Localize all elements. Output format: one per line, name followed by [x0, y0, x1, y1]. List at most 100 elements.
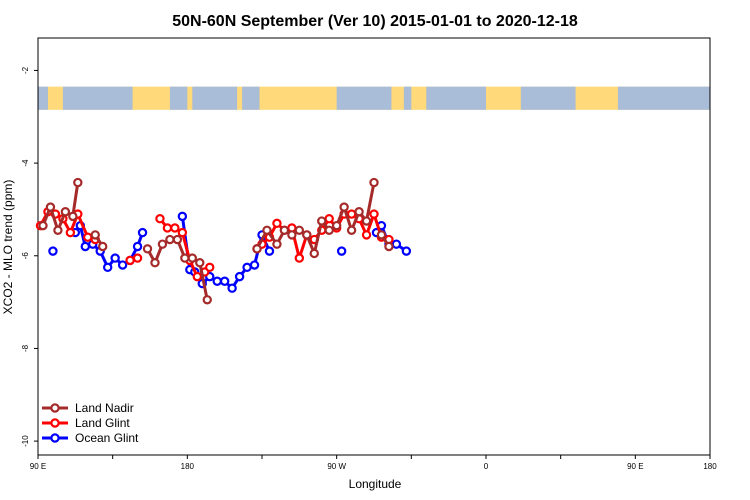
map-band-land [169, 86, 188, 110]
map-band-land [403, 86, 412, 110]
data-point [384, 241, 394, 252]
data-point [162, 223, 173, 233]
data-point [391, 239, 402, 249]
data-point [227, 283, 237, 293]
x-tick-label: 90 E [627, 462, 643, 471]
data-point [212, 276, 222, 286]
data-point [264, 246, 275, 256]
data-point [272, 239, 282, 249]
data-point [376, 230, 387, 240]
data-point [354, 207, 364, 217]
data-point [60, 207, 71, 217]
data-point [242, 262, 252, 273]
data-point [180, 253, 190, 263]
legend-label: Land Glint [75, 416, 130, 430]
data-point [324, 225, 334, 235]
data-point [324, 213, 334, 224]
x-tick-label: 90 W [327, 462, 346, 471]
data-point [309, 248, 319, 259]
data-point [38, 220, 48, 231]
data-point [361, 216, 372, 226]
data-point [219, 276, 230, 286]
legend-marker [50, 418, 60, 428]
data-point [262, 225, 272, 235]
map-band-land [62, 86, 133, 110]
data-point [165, 234, 175, 245]
map-band-land [38, 86, 48, 110]
x-tick-label: 180 [703, 462, 717, 471]
legend-marker [50, 403, 60, 413]
map-band-land [617, 86, 710, 110]
data-point [272, 218, 282, 229]
data-point [102, 262, 113, 273]
y-axis-label: XCO2 - MLO trend (ppm) [1, 180, 15, 315]
data-point [48, 246, 58, 256]
x-axis: 90 E 180 90 W 0 90 E 180 [30, 455, 717, 471]
map-band-land [520, 86, 576, 110]
legend-marker [50, 433, 60, 443]
y-tick-label: -6 [21, 252, 30, 260]
data-point [195, 258, 205, 268]
data-point [187, 253, 198, 263]
x-tick-label: 180 [181, 462, 195, 471]
data-point [157, 239, 168, 249]
data-point [172, 234, 183, 245]
data-point [117, 260, 128, 270]
data-point [177, 211, 188, 222]
data-point [302, 230, 312, 240]
data-point [369, 209, 379, 219]
chart-title: 50N-60N September (Ver 10) 2015-01-01 to… [172, 13, 578, 30]
map-band-land [336, 86, 392, 110]
series-layer [35, 177, 412, 305]
data-point [192, 271, 202, 282]
data-point [125, 255, 135, 266]
x-tick-label: 90 E [30, 462, 46, 471]
data-point [142, 244, 153, 254]
data-point [369, 177, 379, 188]
data-point [317, 216, 327, 226]
y-tick-label: -2 [21, 66, 30, 74]
data-point [110, 253, 120, 263]
series-land-nadir [38, 177, 394, 305]
x-axis-label: Longitude [349, 477, 402, 491]
data-point [294, 253, 305, 263]
plot-border [37, 37, 711, 456]
data-point [73, 177, 83, 188]
data-point [401, 246, 412, 256]
data-point [68, 211, 78, 222]
data-point [132, 241, 143, 252]
map-band-land [192, 86, 238, 110]
data-point [287, 230, 297, 240]
y-tick-label: -4 [21, 159, 30, 167]
series-ocean-glint [48, 211, 412, 293]
data-point [90, 230, 100, 240]
data-point [98, 241, 108, 252]
data-point [279, 225, 290, 235]
data-point [53, 225, 63, 235]
data-point [336, 246, 347, 256]
plot-frame [37, 37, 711, 456]
map-band [38, 86, 710, 110]
data-point [346, 209, 357, 219]
map-band-land [426, 86, 486, 110]
data-point [331, 220, 342, 231]
data-point [205, 262, 215, 273]
data-point [346, 225, 357, 235]
data-point [83, 232, 93, 242]
data-point [65, 227, 76, 238]
data-point [252, 244, 262, 254]
x-tick-label: 0 [484, 462, 489, 471]
legend-label: Ocean Glint [75, 431, 139, 445]
map-band-land [242, 86, 260, 110]
data-point [170, 223, 180, 233]
data-point [132, 253, 143, 263]
y-tick-label: -8 [21, 344, 30, 352]
data-point [294, 225, 305, 235]
data-point [155, 213, 165, 224]
series-line [255, 182, 376, 255]
data-point [361, 230, 372, 240]
data-point [202, 295, 212, 305]
y-axis: -10 -8 -6 -4 -2 [21, 66, 38, 447]
